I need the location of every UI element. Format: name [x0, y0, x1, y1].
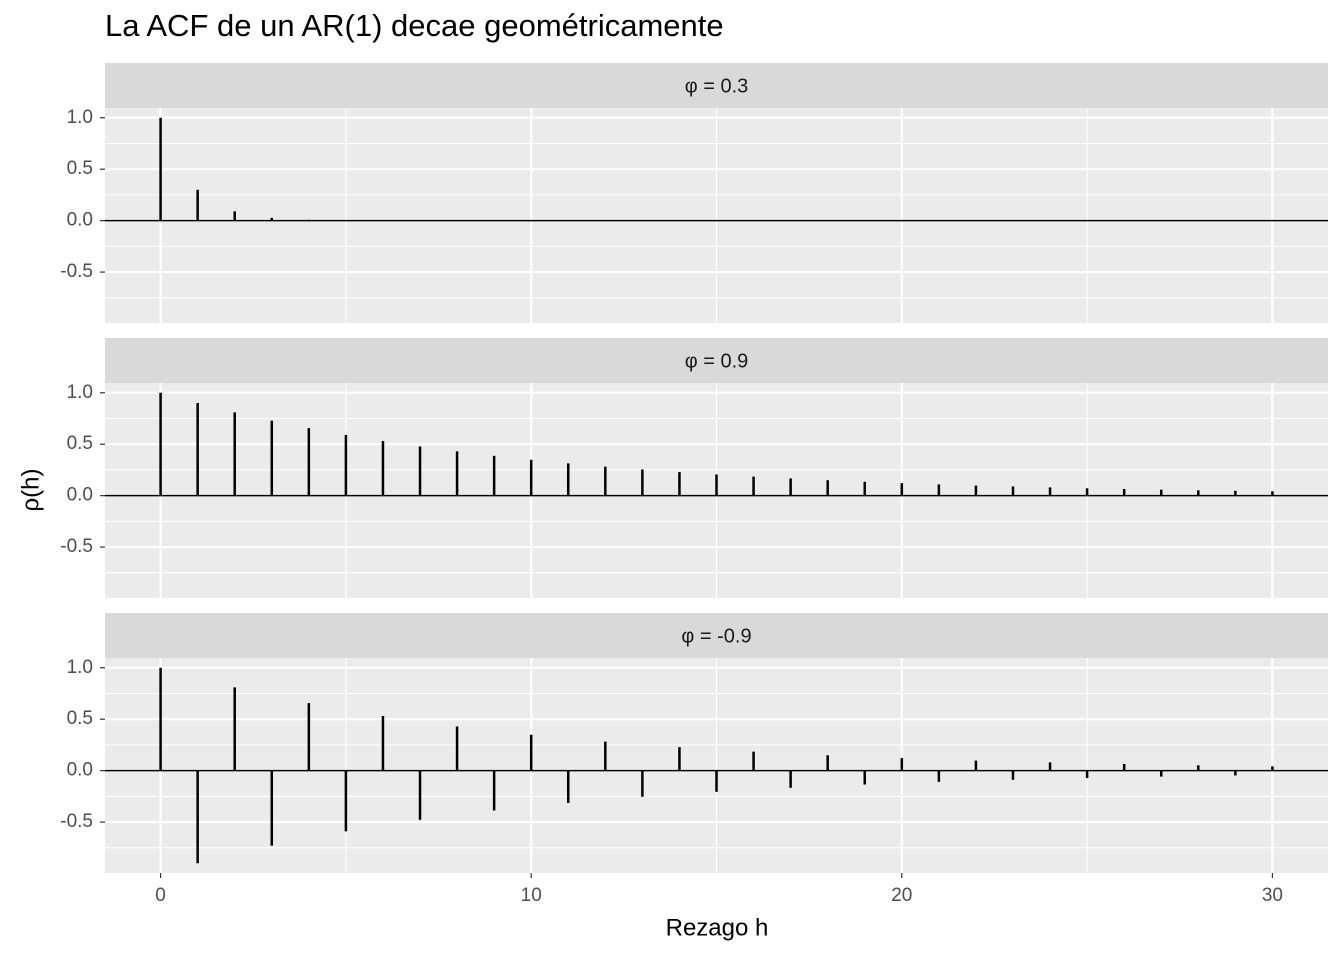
strip [105, 338, 1328, 383]
y-tick-label: 0.0 [67, 760, 93, 781]
y-tick-label: 1.0 [67, 107, 93, 128]
y-tick-label: 0.5 [67, 433, 93, 454]
y-tick-label: 0.0 [67, 210, 93, 231]
chart-title: La ACF de un AR(1) decae geométricamente [105, 8, 724, 43]
x-tick-label: 20 [891, 885, 912, 906]
y-tick-label: 1.0 [67, 657, 93, 678]
y-axis-label: ρ(h) [17, 469, 44, 512]
y-tick-label: 0.5 [67, 158, 93, 179]
y-tick-label: 0.0 [67, 485, 93, 506]
y-tick-label: 1.0 [67, 382, 93, 403]
y-tick-label: -0.5 [60, 261, 93, 282]
x-tick-label: 30 [1262, 885, 1283, 906]
strip-label: φ = 0.9 [685, 350, 749, 372]
y-tick-label: -0.5 [60, 536, 93, 557]
y-tick-label: -0.5 [60, 811, 93, 832]
x-axis-label: Rezago h [666, 914, 769, 941]
x-tick-label: 10 [521, 885, 542, 906]
strip-label: φ = -0.9 [681, 625, 751, 647]
strip [105, 63, 1328, 108]
strip-label: φ = 0.3 [685, 75, 749, 97]
strip [105, 613, 1328, 658]
x-tick-label: 0 [155, 885, 166, 906]
y-tick-label: 0.5 [67, 708, 93, 729]
